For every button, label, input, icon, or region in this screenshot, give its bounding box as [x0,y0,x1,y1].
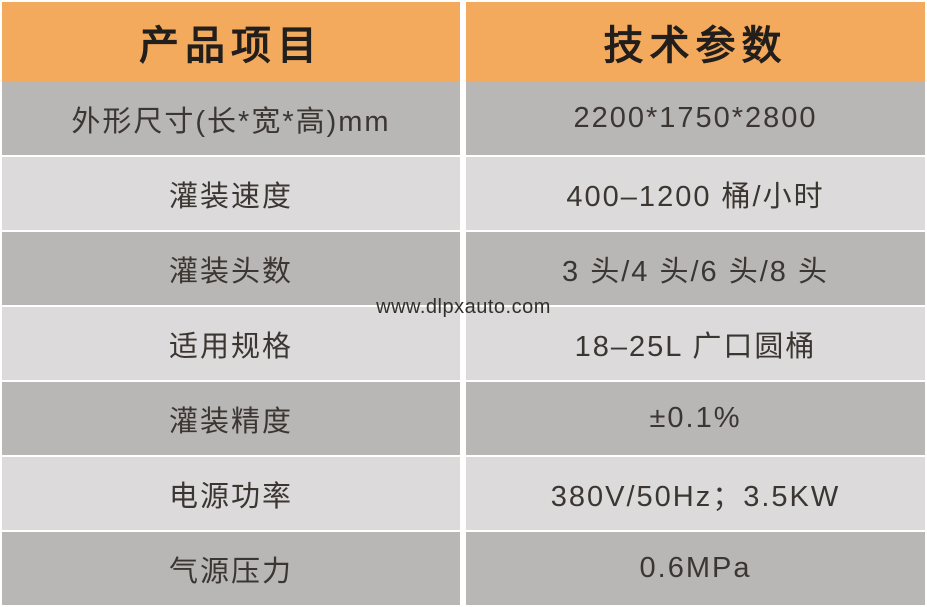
spec-label-cell: 气源压力 [2,532,460,605]
spec-label-cell: 适用规格 [2,307,460,380]
table-row: 适用规格 18–25L 广口圆桶 [2,307,925,380]
spec-value-cell: 18–25L 广口圆桶 [466,307,925,380]
header-cell-product-items: 产品项目 [2,2,460,82]
spec-value-cell: ±0.1% [466,382,925,455]
spec-value-cell: 2200*1750*2800 [466,82,925,155]
spec-value-cell: 3 头/4 头/6 头/8 头 [466,232,925,305]
spec-value-cell: 380V/50Hz；3.5KW [466,457,925,530]
spec-label-cell: 外形尺寸(长*宽*高)mm [2,82,460,155]
table-row: 外形尺寸(长*宽*高)mm 2200*1750*2800 [2,82,925,155]
spec-value-cell: 0.6MPa [466,532,925,605]
spec-value-cell: 400–1200 桶/小时 [466,157,925,230]
table-row: 灌装速度 400–1200 桶/小时 [2,157,925,230]
spec-label-cell: 灌装精度 [2,382,460,455]
table-row: 灌装头数 3 头/4 头/6 头/8 头 [2,232,925,305]
spec-label-cell: 灌装速度 [2,157,460,230]
spec-label-cell: 灌装头数 [2,232,460,305]
table-row: 灌装精度 ±0.1% [2,382,925,455]
table-row: 电源功率 380V/50Hz；3.5KW [2,457,925,530]
header-cell-tech-params: 技术参数 [466,2,925,82]
table-header-row: 产品项目 技术参数 [2,2,925,82]
table-row: 气源压力 0.6MPa [2,532,925,605]
spec-label-cell: 电源功率 [2,457,460,530]
